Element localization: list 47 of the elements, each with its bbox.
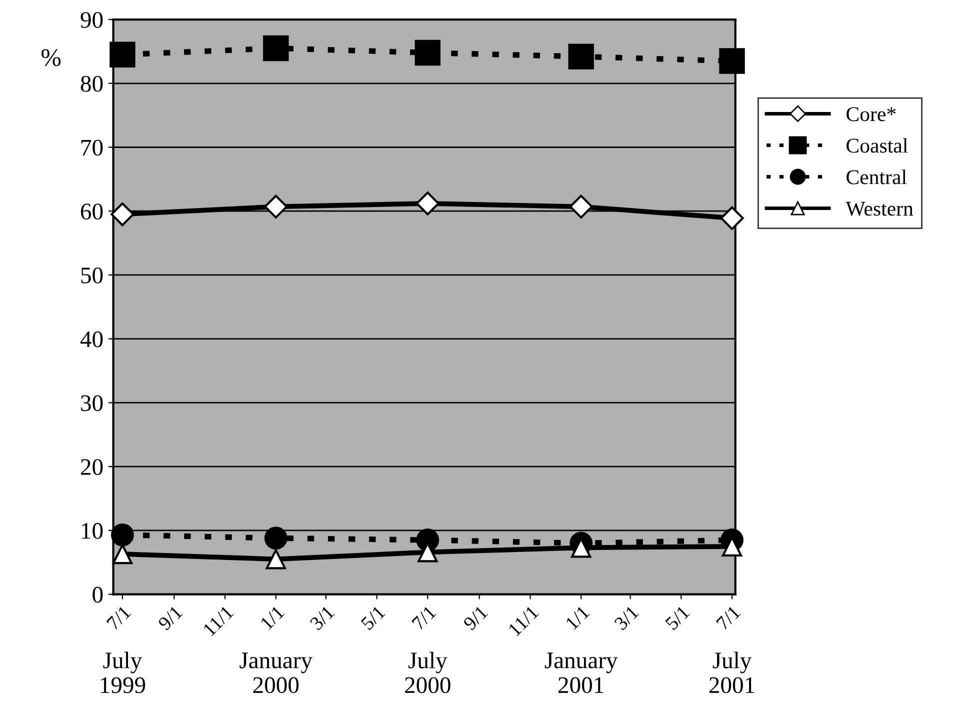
- x-tick-label: 9/1: [157, 605, 184, 631]
- x-tick-label: 11/1: [202, 605, 234, 636]
- point: [110, 202, 134, 226]
- x-tick-label: 7/1: [106, 605, 132, 630]
- y-tick-label: 30: [81, 395, 103, 412]
- point: [720, 206, 744, 230]
- point: [568, 44, 594, 70]
- point: [263, 35, 289, 62]
- y-tick-label: 20: [80, 459, 103, 475]
- text: January 2001: [544, 652, 618, 694]
- point: [414, 40, 441, 66]
- point: [110, 42, 136, 68]
- x-tick-label: 7/1: [411, 605, 437, 630]
- y-tick-label: 10: [82, 522, 103, 539]
- text: July 1999: [100, 652, 146, 694]
- point: [719, 48, 745, 74]
- y-tick-label: 50: [81, 267, 103, 284]
- text: July 2000: [405, 652, 450, 694]
- legend-label: Coastal: [846, 138, 908, 153]
- y-tick-label: 80: [80, 76, 103, 92]
- x-tick-label: 7/1: [716, 605, 741, 630]
- x-tick-label: 9/1: [462, 605, 488, 631]
- x-tick-label: 1/1: [565, 605, 590, 630]
- point: [416, 192, 440, 216]
- x-tick-label: 3/1: [614, 605, 640, 631]
- y-tick-label: 90: [80, 12, 103, 28]
- y-axis-title: %: [42, 49, 61, 66]
- text: January 2000: [240, 652, 313, 694]
- x-tick-label: 1/1: [260, 605, 285, 630]
- point: [266, 549, 286, 570]
- point: [112, 544, 133, 564]
- legend-label: Central: [846, 170, 907, 184]
- point: [110, 523, 134, 546]
- point: [264, 526, 288, 550]
- x-tick-label: 3/1: [309, 605, 335, 631]
- x-tick-label: 5/1: [664, 605, 690, 630]
- y-tick-label: 60: [80, 204, 103, 220]
- x-tick-label: 5/1: [360, 605, 386, 630]
- text: July 2001: [709, 652, 754, 694]
- x-tick-label: 11/1: [508, 605, 540, 636]
- point: [264, 194, 288, 218]
- legend-label: Western: [846, 202, 914, 216]
- y-tick-label: 0: [92, 586, 103, 603]
- legend-label: Core*: [846, 107, 896, 122]
- y-tick-label: 40: [80, 331, 103, 348]
- point: [569, 194, 593, 218]
- y-tick-label: 70: [82, 140, 103, 156]
